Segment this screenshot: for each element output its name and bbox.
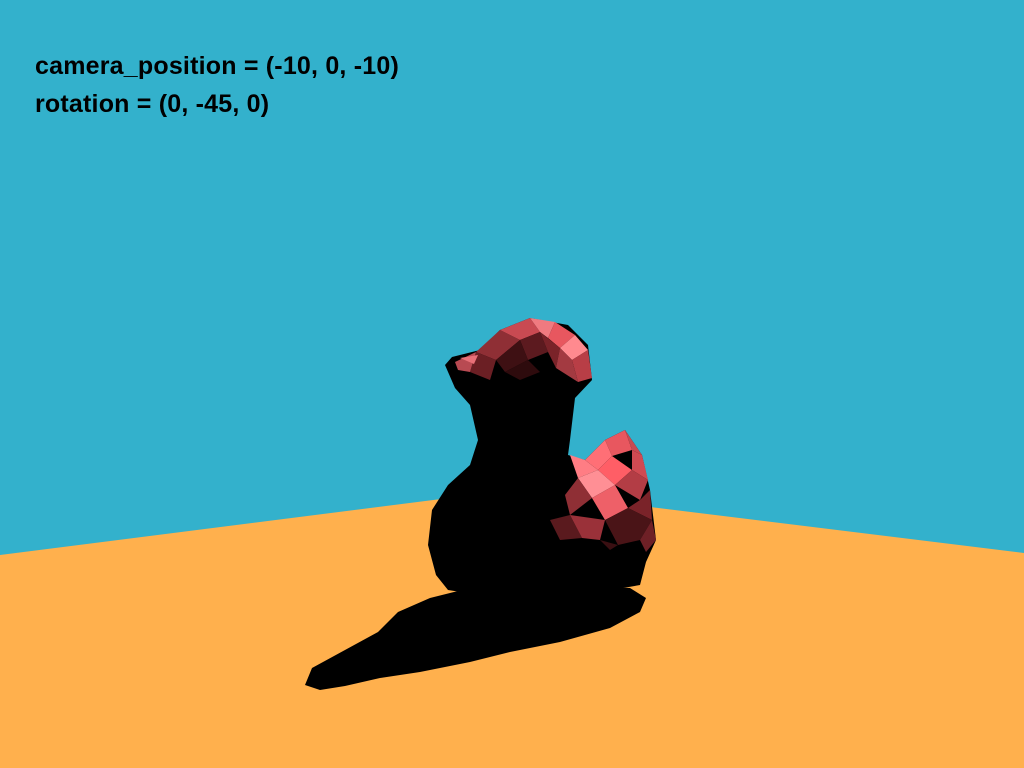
duck-model[interactable]: [428, 318, 656, 600]
duck-head: [455, 318, 592, 382]
duck-tail: [550, 430, 656, 552]
duck-shadow: [305, 585, 646, 690]
rotation-readout: rotation = (0, -45, 0): [35, 90, 270, 118]
camera-position-readout: camera_position = (-10, 0, -10): [35, 52, 399, 80]
debug-overlay: camera_position = (-10, 0, -10) rotation…: [35, 47, 399, 123]
